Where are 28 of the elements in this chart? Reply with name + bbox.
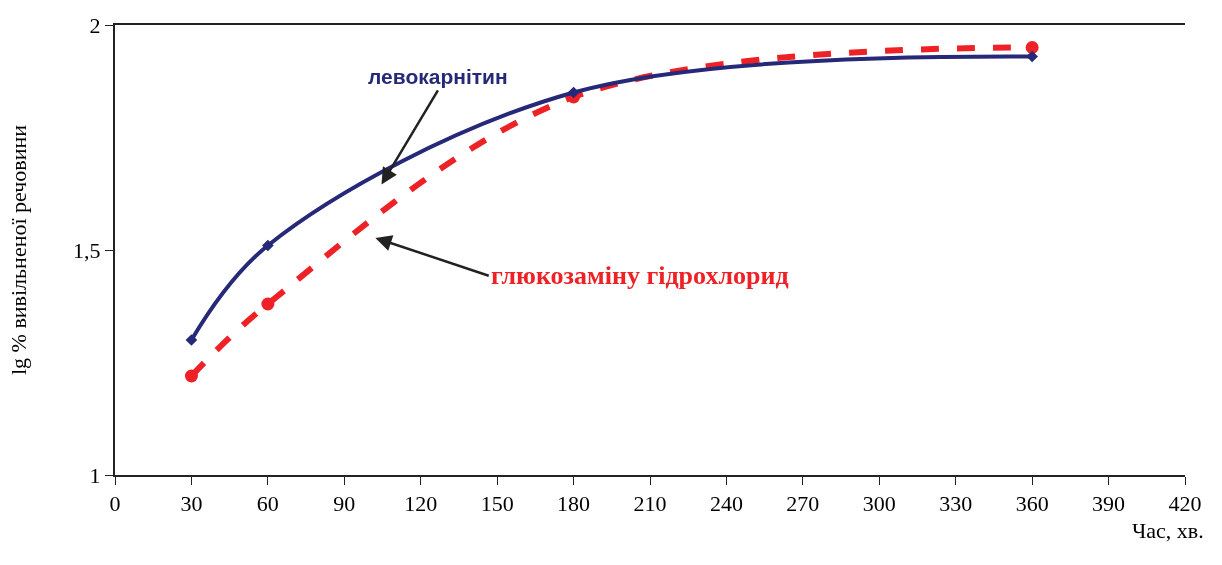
x-tick-label: 30	[180, 491, 203, 517]
x-tick-label: 420	[1168, 491, 1202, 517]
y-axis-title: lg % вивільненої речовини	[6, 124, 32, 376]
point	[184, 369, 198, 383]
x-tick-label: 120	[404, 491, 438, 517]
point	[567, 86, 580, 99]
x-tick-label: 240	[709, 491, 743, 517]
text: глюкозаміну гідрохлорид	[491, 261, 789, 290]
x-tick-label: 60	[256, 491, 279, 517]
x-tick-label: 0	[109, 491, 121, 517]
x-tick-label: 360	[1015, 491, 1049, 517]
y-tick-label: 1	[89, 462, 101, 488]
x-tick-label: 270	[786, 491, 820, 517]
x-tick-label: 300	[862, 491, 896, 517]
x-tick-label: 330	[939, 491, 973, 517]
point	[185, 334, 198, 346]
x-tick-label: 210	[633, 491, 667, 517]
point	[1025, 41, 1039, 54]
point	[261, 297, 275, 311]
x-tick-label: 180	[557, 491, 591, 517]
x-tick-label: 390	[1092, 491, 1126, 517]
y-tick-label: 1,5	[73, 237, 101, 263]
x-tick-label: 150	[480, 491, 514, 517]
x-tick-label: 90	[333, 491, 356, 517]
x-axis-title: Час, хв.	[1132, 518, 1204, 543]
point	[262, 239, 274, 252]
series-label: левокарнітин	[368, 65, 508, 88]
y-tick-label: 2	[89, 12, 101, 38]
